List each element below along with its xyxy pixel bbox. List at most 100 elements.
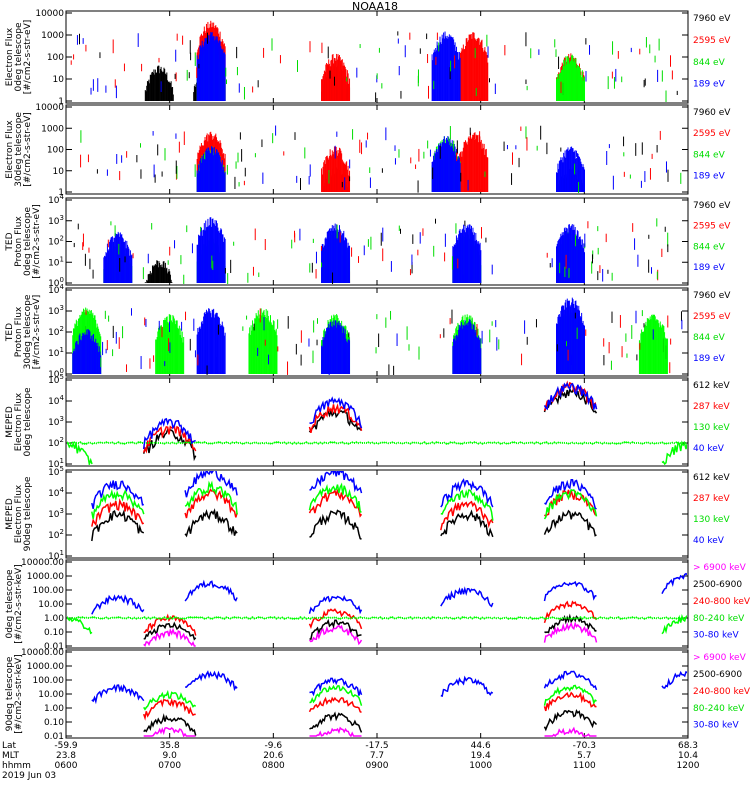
- data-floor: [547, 617, 550, 620]
- data-floor: [675, 441, 678, 444]
- legend-entry: 40 keV: [693, 444, 725, 454]
- data-floor: [331, 441, 334, 444]
- data-floor: [429, 442, 432, 445]
- data-floor: [213, 616, 216, 619]
- legend-entry: 7960 eV: [693, 291, 731, 301]
- data-floor: [493, 616, 496, 619]
- y-tick-label: 0.10: [44, 628, 64, 638]
- data-floor: [237, 616, 240, 619]
- data-trace: [142, 424, 197, 454]
- data-floor: [587, 442, 590, 445]
- data-floor: [193, 441, 196, 444]
- y-axis-label: TED: [5, 323, 15, 342]
- data-trace: [440, 500, 494, 531]
- data-floor: [531, 441, 534, 444]
- data-floor: [467, 441, 470, 444]
- series-2500-6900: [143, 613, 597, 641]
- data-floor: [489, 441, 492, 444]
- y-axis-label: Electron Flux: [14, 392, 24, 451]
- data-floor: [449, 441, 452, 444]
- data-floor: [299, 442, 302, 445]
- data-floor: [135, 442, 138, 445]
- y-axis-label: Proton Flux: [14, 216, 24, 267]
- data-floor: [133, 616, 136, 619]
- data-floor: [405, 617, 408, 620]
- data-floor: [395, 442, 398, 445]
- data-floor: [243, 442, 246, 445]
- data-floor: [249, 442, 252, 445]
- data-floor: [225, 441, 228, 444]
- data-floor: [247, 617, 250, 620]
- footer-hhmm: 1000: [469, 761, 492, 771]
- data-trace: [91, 480, 144, 509]
- data-floor: [347, 617, 350, 620]
- data-floor: [539, 442, 542, 445]
- data-floor: [473, 616, 476, 619]
- y-tick-label: 100: [48, 367, 64, 380]
- y-tick-label: 104: [48, 283, 64, 296]
- data-floor: [679, 617, 682, 620]
- y-tick-label: 101: [48, 255, 64, 268]
- data-floor: [73, 617, 76, 620]
- data-floor: [131, 617, 134, 620]
- data-floor: [495, 617, 498, 620]
- data-floor: [599, 616, 602, 619]
- data-floor: [479, 441, 482, 444]
- data-floor: [277, 616, 280, 619]
- data-floor: [441, 617, 444, 620]
- legend-entry: 240-800 keV: [693, 687, 750, 697]
- legend-entry: 612 keV: [693, 381, 730, 391]
- data-floor: [151, 616, 154, 619]
- data-trace: [308, 403, 363, 433]
- data-floor: [523, 442, 526, 445]
- data-floor: [499, 442, 502, 445]
- data-floor: [567, 442, 570, 445]
- footer-mlt: 20.6: [263, 751, 283, 761]
- data-floor: [585, 617, 588, 620]
- data-trace: [142, 697, 196, 721]
- data-trace: [543, 684, 597, 706]
- data-floor: [555, 617, 558, 620]
- data-floor: [67, 442, 70, 445]
- data-floor: [493, 441, 496, 444]
- data-floor: [253, 617, 256, 620]
- y-tick-label: 103: [48, 304, 64, 317]
- data-floor: [483, 617, 486, 620]
- data-floor: [195, 441, 198, 444]
- y-tick-label: 1000: [41, 31, 64, 41]
- panel-6: 101 102 103 104 105 MEPED Electron Flux 90deg t…: [5, 465, 730, 562]
- data-floor: [449, 616, 452, 619]
- data-trace: [544, 478, 597, 510]
- data-floor: [571, 441, 574, 444]
- data-trace: [142, 417, 196, 450]
- data-floor: [427, 442, 430, 445]
- data-floor: [91, 615, 94, 619]
- data-trace: [309, 509, 362, 540]
- data-floor: [209, 617, 212, 620]
- data-floor: [301, 442, 304, 445]
- data-floor: [149, 441, 152, 444]
- legend-entry: 80-240 keV: [693, 704, 745, 714]
- data-floor: [553, 441, 556, 444]
- legend-entry: > 6900 keV: [693, 563, 747, 573]
- data-floor: [551, 442, 554, 445]
- data-floor: [435, 441, 438, 444]
- data-floor: [359, 441, 362, 444]
- data-trace: [67, 615, 93, 635]
- data-floor: [209, 442, 212, 445]
- series-2500-6900: [143, 708, 598, 736]
- data-floor: [529, 441, 532, 444]
- data-floor: [167, 617, 170, 620]
- data-floor: [287, 441, 290, 444]
- data-floor: [195, 616, 198, 619]
- data-floor: [511, 617, 514, 620]
- data-floor: [249, 617, 252, 620]
- data-floor: [137, 441, 140, 444]
- footer-date: 2019 Jun 03: [2, 771, 56, 781]
- data-floor: [101, 617, 104, 620]
- footer-row-label: hhmm: [2, 761, 31, 771]
- data-floor: [615, 442, 618, 445]
- y-axis-label: 0deg telescope: [5, 569, 15, 639]
- data-floor: [153, 616, 156, 619]
